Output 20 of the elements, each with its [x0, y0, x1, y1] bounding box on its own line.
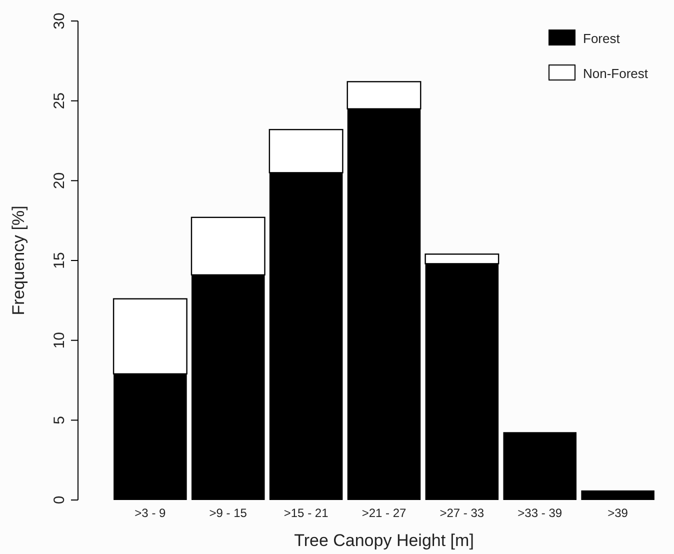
y-tick-label: 10 — [51, 332, 68, 349]
y-tick-label: 30 — [51, 12, 68, 30]
y-axis-title: Frequency [%] — [9, 206, 28, 316]
y-tick-label: 25 — [51, 92, 68, 110]
x-tick-label: >9 - 15 — [209, 506, 248, 520]
x-tick-label: >33 - 39 — [518, 506, 562, 520]
y-tick-label: 15 — [51, 252, 68, 269]
x-tick-label: >39 — [608, 506, 628, 520]
y-tick-label: 5 — [51, 416, 68, 424]
x-tick-label: >15 - 21 — [284, 506, 329, 520]
y-tick-label: 20 — [51, 172, 68, 190]
x-axis-title: Tree Canopy Height [m] — [294, 531, 474, 550]
x-tick-label: >21 - 27 — [362, 506, 407, 520]
y-tick-label: 0 — [51, 496, 68, 504]
bar — [581, 490, 654, 500]
legend-label: Non-Forest — [583, 66, 648, 81]
legend-label: Forest — [583, 31, 620, 46]
x-tick-label: >3 - 9 — [134, 506, 166, 520]
bar — [503, 432, 577, 500]
x-tick-label: >27 - 33 — [440, 506, 484, 520]
